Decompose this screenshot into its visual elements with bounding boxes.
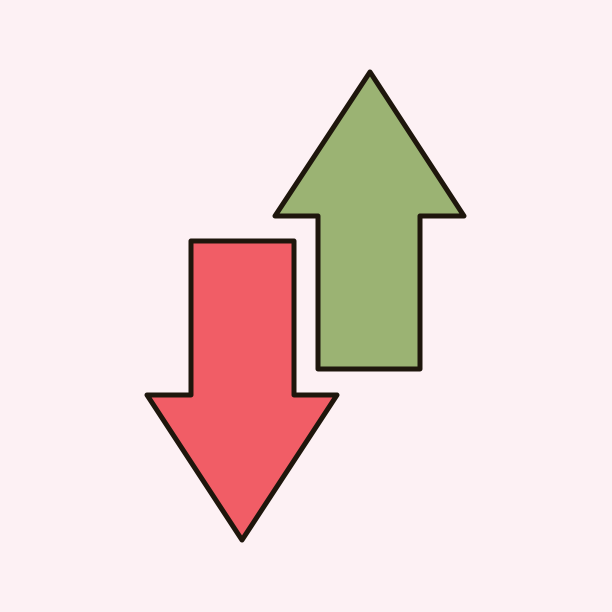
down-arrow-icon [144, 238, 340, 543]
up-arrow-icon [272, 69, 467, 372]
